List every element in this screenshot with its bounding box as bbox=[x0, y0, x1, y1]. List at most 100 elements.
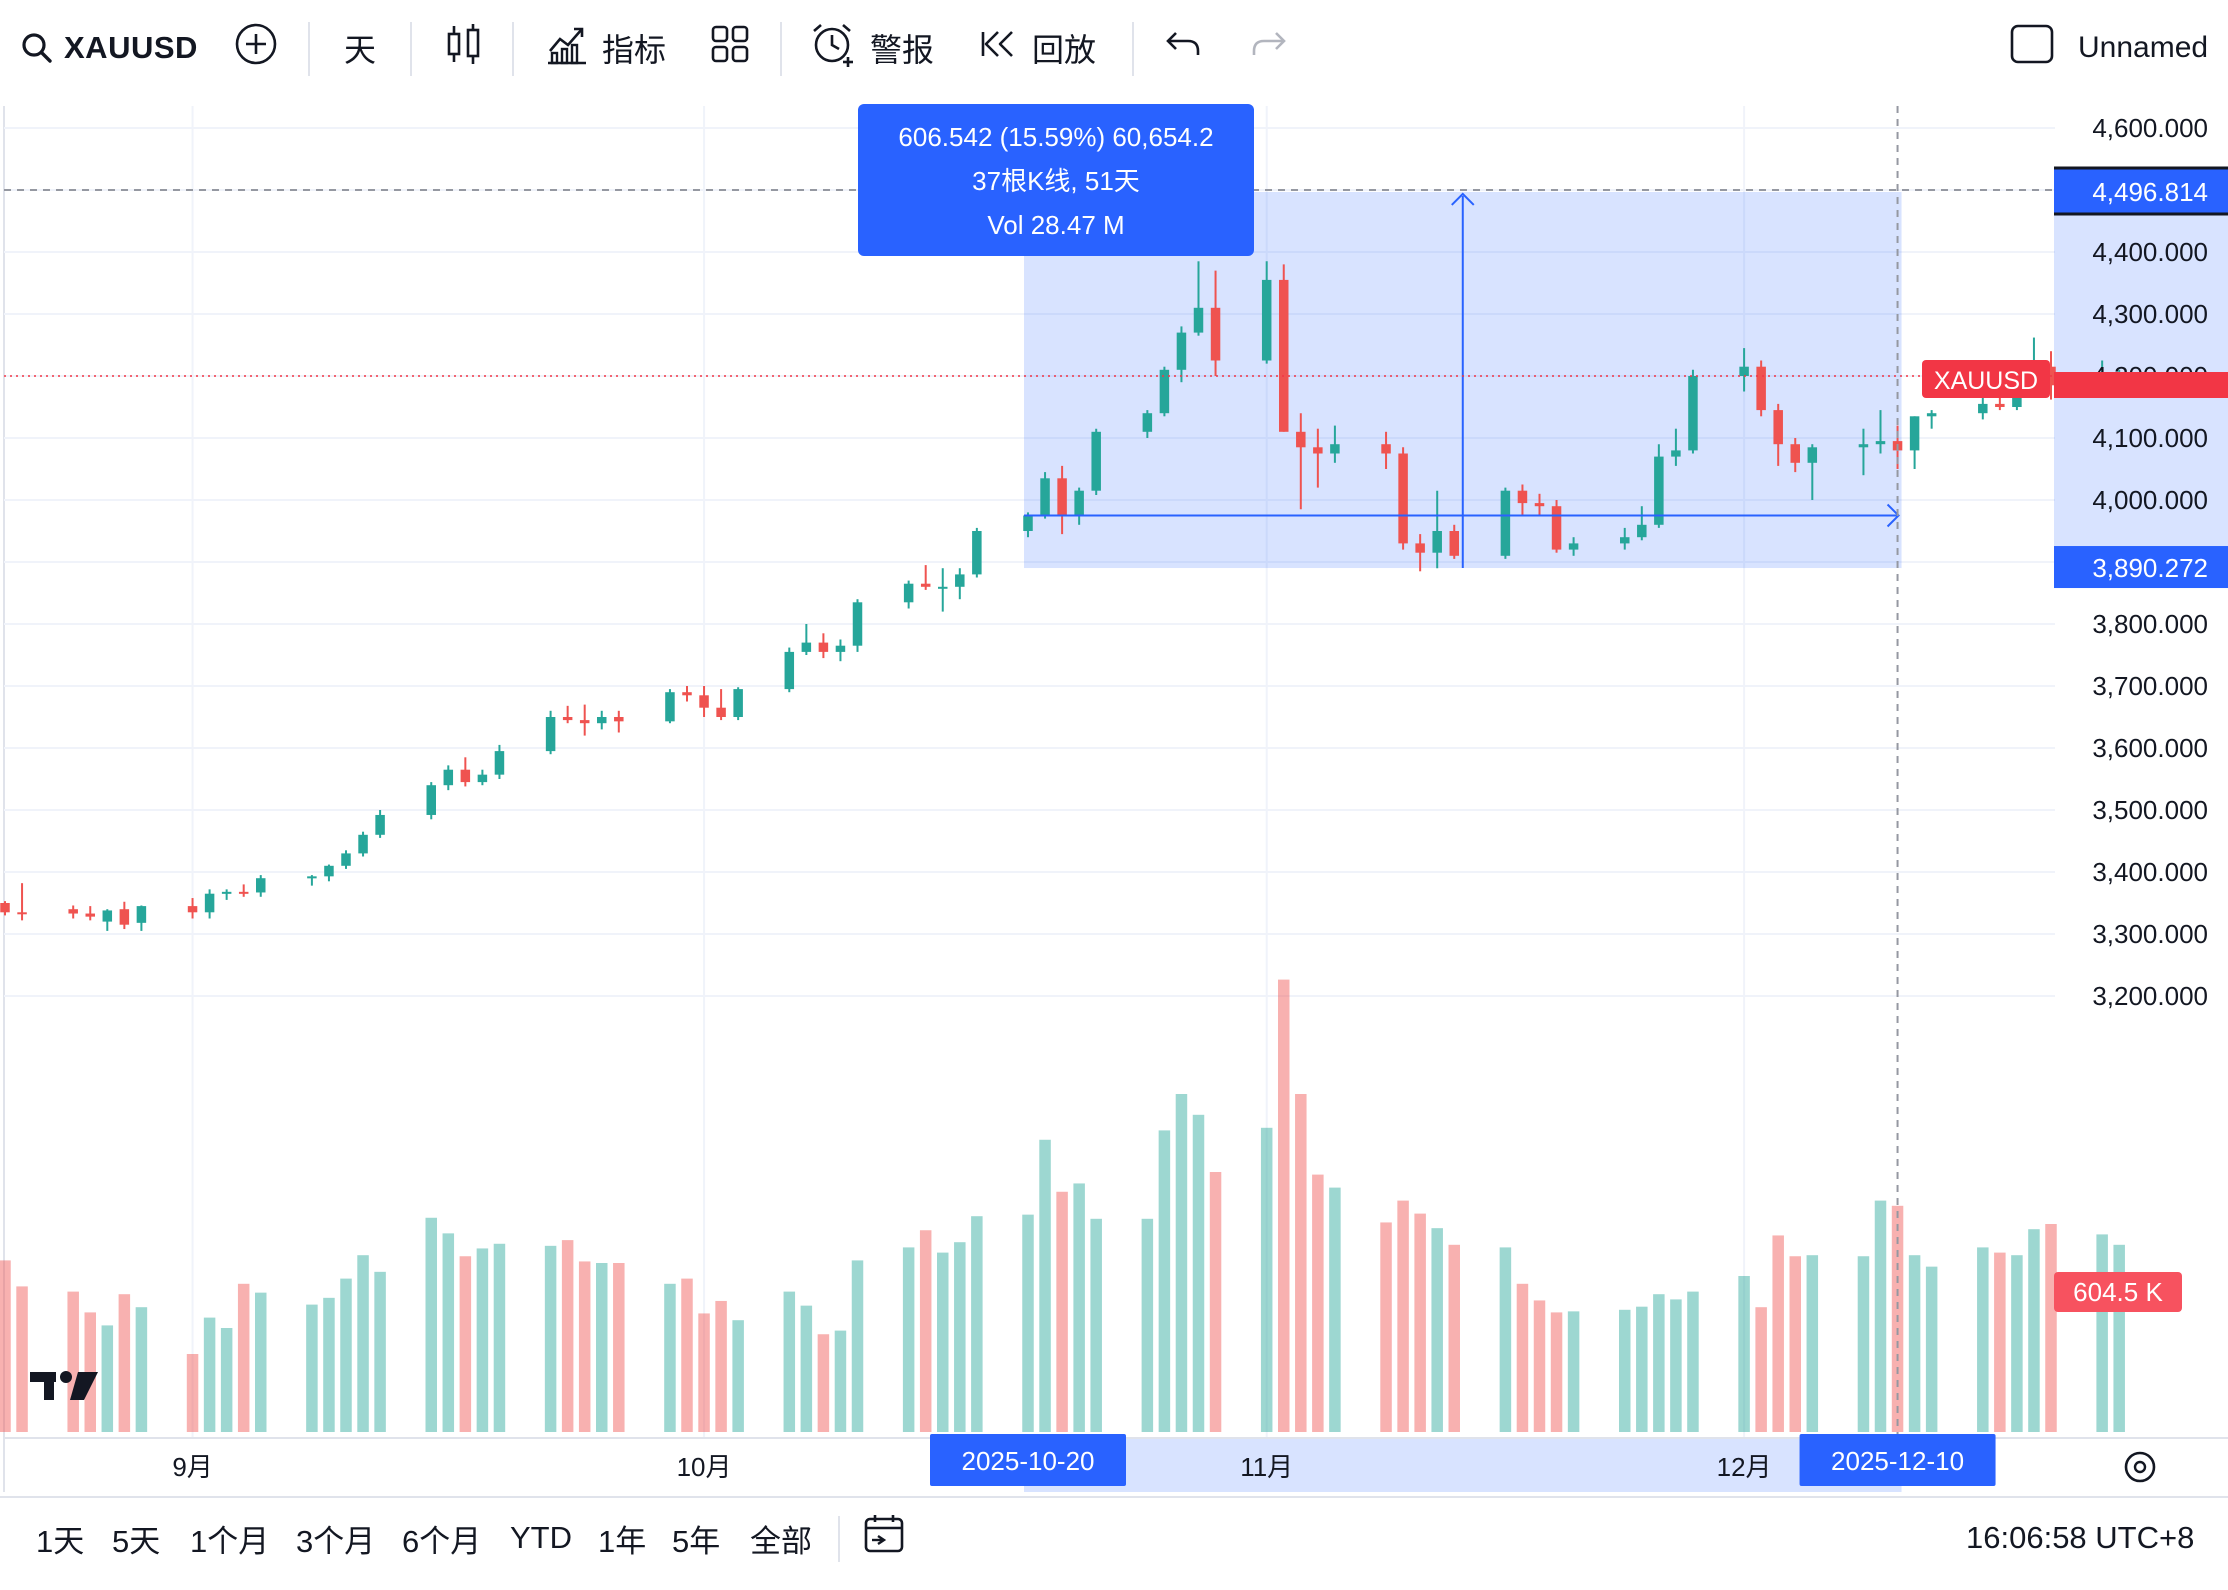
volume-bar bbox=[237, 1283, 250, 1432]
layout-name: Unnamed bbox=[2078, 31, 2209, 64]
range-button-4[interactable]: 3个月 bbox=[296, 1523, 376, 1559]
bottom-toolbar: 1天 5天 1个月 3个月 6个月 YTD 1年 5年 全部 16:06:58 UTC+8 bbox=[0, 1496, 2228, 1590]
volume-bar bbox=[1158, 1130, 1171, 1432]
candle-body bbox=[119, 909, 130, 925]
candle-body bbox=[972, 531, 982, 575]
volume-bar bbox=[1857, 1256, 1870, 1432]
candle-body bbox=[460, 769, 471, 783]
price-chart[interactable]: 606.542 (15.59%) 60,654.2 37根K线, 51天 Vol 2… bbox=[0, 96, 2228, 1492]
volume-bar bbox=[561, 1240, 574, 1432]
volume-bar bbox=[135, 1307, 148, 1432]
candle-body bbox=[1023, 515, 1033, 531]
candle-body bbox=[426, 785, 436, 815]
settings-gear-icon bbox=[2124, 1451, 2156, 1483]
compare-button[interactable] bbox=[234, 0, 278, 96]
volume-bar bbox=[1295, 1094, 1307, 1432]
logo-part bbox=[70, 1372, 98, 1400]
range-button-5[interactable]: 6个月 bbox=[402, 1523, 482, 1559]
symbol-search[interactable]: XAUUSD bbox=[20, 0, 198, 96]
volume-bar bbox=[971, 1216, 983, 1432]
alarm-clock-icon bbox=[810, 21, 856, 75]
candle-body bbox=[1534, 503, 1545, 507]
interval-button[interactable]: 天 bbox=[344, 0, 376, 96]
gear-outline bbox=[2124, 1451, 2156, 1483]
layout-button[interactable]: Unnamed bbox=[2010, 0, 2208, 96]
volume-bar bbox=[1670, 1299, 1682, 1432]
toolbar-divider bbox=[410, 22, 412, 76]
candle-body bbox=[102, 910, 113, 922]
measure-info-bg bbox=[858, 104, 1254, 256]
rewind-icon bbox=[980, 26, 1020, 70]
volume-bar bbox=[1789, 1256, 1801, 1432]
range-button-7[interactable]: 1年 bbox=[598, 1523, 647, 1559]
chart-type-button[interactable] bbox=[444, 0, 484, 96]
interval-label: 天 bbox=[344, 32, 377, 68]
range-button-8[interactable]: 5年 bbox=[672, 1523, 721, 1559]
volume-bar bbox=[1448, 1244, 1460, 1432]
volume-bar bbox=[664, 1283, 676, 1432]
volume-bar bbox=[681, 1278, 693, 1432]
candle-body bbox=[85, 913, 95, 917]
candle-body bbox=[545, 717, 556, 752]
volume-bar bbox=[1056, 1191, 1068, 1432]
range-button-3[interactable]: 1个月 bbox=[190, 1523, 270, 1559]
volume-bar bbox=[1619, 1309, 1631, 1432]
candle-body bbox=[1074, 490, 1084, 516]
candle-body bbox=[716, 707, 726, 717]
range-button-1[interactable]: 1天 bbox=[36, 1523, 85, 1559]
undo-button[interactable] bbox=[1164, 0, 1204, 96]
indicators-button[interactable]: 指标 bbox=[546, 0, 666, 96]
candle-body bbox=[903, 583, 914, 603]
volume-bar bbox=[67, 1291, 79, 1432]
volume-bar bbox=[442, 1233, 455, 1432]
volume-bar bbox=[2011, 1255, 2023, 1432]
volume-bar bbox=[783, 1291, 796, 1432]
chart-area[interactable]: 606.542 (15.59%) 60,654.2 37根K线, 51天 Vol 2… bbox=[0, 96, 2228, 1492]
calendar-icon bbox=[862, 1512, 906, 1564]
alerts-button[interactable]: 警报 bbox=[810, 0, 934, 96]
candle-body bbox=[835, 645, 846, 652]
volume-bar bbox=[459, 1256, 472, 1432]
y-tick-label: 3,600.000 bbox=[2092, 733, 2208, 763]
volume-bar bbox=[1653, 1294, 1665, 1432]
volume-bar bbox=[1414, 1213, 1426, 1432]
clock-timezone[interactable]: 16:06:58 UTC+8 bbox=[1966, 1498, 2194, 1578]
volume-bar bbox=[544, 1245, 557, 1432]
volume-bar bbox=[1636, 1306, 1648, 1432]
volume-bar bbox=[1977, 1247, 1989, 1432]
candle-body bbox=[1637, 524, 1647, 538]
volume-bar bbox=[16, 1286, 28, 1432]
low-price-tag-bg bbox=[2054, 546, 2228, 589]
grid-icon bbox=[710, 24, 750, 72]
candle-body bbox=[187, 906, 198, 913]
candle-body bbox=[1091, 431, 1101, 491]
candle-body bbox=[1500, 490, 1511, 556]
volume-bar bbox=[1022, 1214, 1034, 1432]
templates-button[interactable] bbox=[710, 0, 750, 96]
range-button-9[interactable]: 全部 bbox=[750, 1523, 812, 1559]
replay-button[interactable]: 回放 bbox=[980, 0, 1096, 96]
volume-bar bbox=[732, 1320, 744, 1432]
goto-date-button[interactable] bbox=[862, 1498, 906, 1578]
candle-body bbox=[818, 642, 829, 652]
candle-body bbox=[1296, 431, 1306, 448]
volume-bar bbox=[306, 1304, 318, 1432]
volume-bar bbox=[1175, 1094, 1188, 1432]
volume-bar bbox=[493, 1243, 506, 1432]
volume-bar bbox=[1516, 1283, 1529, 1432]
redo-button[interactable] bbox=[1248, 0, 1288, 96]
candle-body bbox=[1279, 279, 1289, 432]
volume-bar bbox=[698, 1313, 710, 1432]
range-button-2[interactable]: 5天 bbox=[112, 1523, 161, 1559]
volume-bar bbox=[1806, 1255, 1819, 1432]
arrow-up-head bbox=[1451, 192, 1475, 206]
volume-bar bbox=[1687, 1291, 1699, 1432]
y-tick-label: 3,400.000 bbox=[2092, 857, 2208, 887]
volume-bar bbox=[101, 1325, 114, 1432]
measure-change-text: 606.542 (15.59%) 60,654.2 bbox=[898, 122, 1213, 152]
alerts-label: 警报 bbox=[870, 32, 935, 68]
range-button-6[interactable]: YTD bbox=[510, 1520, 572, 1555]
candle-body bbox=[614, 717, 624, 722]
volume-bar bbox=[937, 1252, 949, 1432]
volume-bar bbox=[1260, 1127, 1273, 1432]
